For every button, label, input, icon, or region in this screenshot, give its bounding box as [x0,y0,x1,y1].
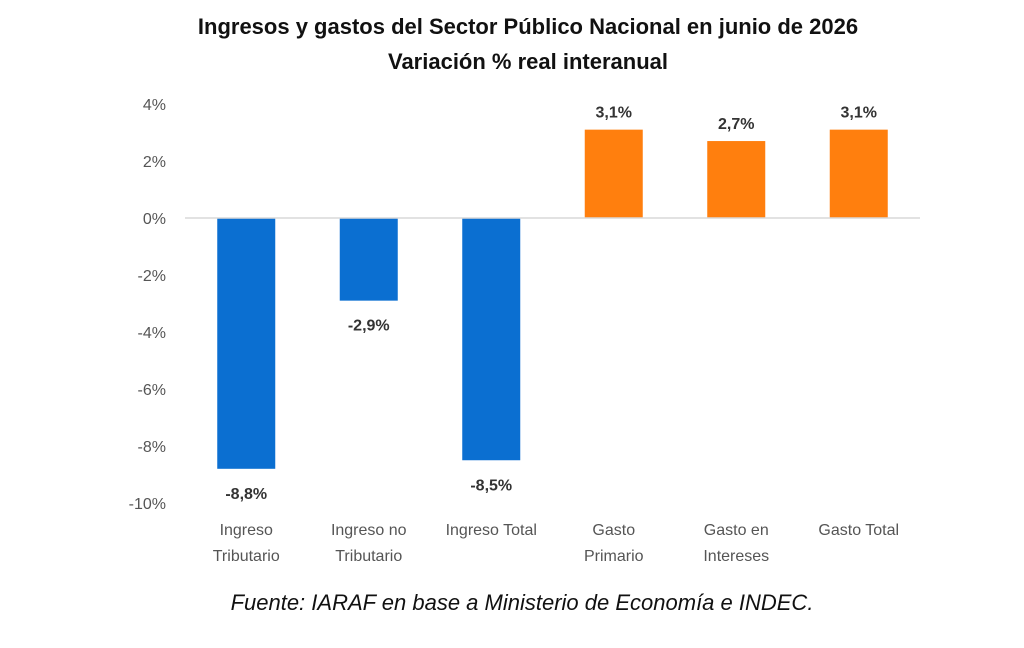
chart-subtitle: Variación % real interanual [388,49,668,74]
chart-title: Ingresos y gastos del Sector Público Nac… [198,14,858,39]
y-tick-label: -4% [138,325,166,342]
category-label: Primario [584,548,644,565]
bar [217,218,276,469]
category-label: Tributario [213,548,280,565]
bar [707,141,766,218]
source-note: Fuente: IARAF en base a Ministerio de Ec… [231,590,814,615]
category-label: Tributario [335,548,402,565]
category-label: Ingreso Total [446,522,537,539]
x-axis: Ingreso Tributario Ingreso no Tributario Ing… [213,522,899,565]
category-label: Intereses [703,548,769,565]
y-tick-label: 4% [143,97,166,114]
y-tick-label: 0% [143,211,166,228]
data-labels-group: -8,8% -2,9% -8,5% 3,1% 2,7% 3,1% [225,105,877,503]
y-tick-label: -8% [138,439,166,456]
category-label: Gasto [592,522,635,539]
data-label: -8,5% [470,477,512,494]
data-label: -8,8% [225,486,267,503]
bar [829,129,888,218]
category-label: Ingreso [220,522,273,539]
data-label: 2,7% [718,116,754,133]
data-label: -2,9% [348,318,390,335]
data-label: 3,1% [596,105,632,122]
y-tick-label: -6% [138,382,166,399]
bar [584,129,643,218]
category-label: Gasto en [704,522,769,539]
y-tick-label: -10% [129,496,166,513]
bar [339,218,398,301]
bar [462,218,521,461]
y-axis: 4% 2% 0% -2% -4% -6% -8% -10% [129,97,166,513]
y-tick-label: -2% [138,268,166,285]
category-label: Ingreso no [331,522,407,539]
data-label: 3,1% [841,105,877,122]
bars-group [217,129,888,469]
category-label: Gasto Total [818,522,899,539]
y-tick-label: 2% [143,154,166,171]
